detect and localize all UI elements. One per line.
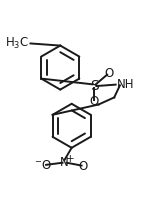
Text: O: O xyxy=(90,95,99,108)
Text: +: + xyxy=(66,154,74,164)
Text: O: O xyxy=(78,160,88,173)
Text: $^{-}$O: $^{-}$O xyxy=(34,159,52,172)
Text: N: N xyxy=(60,155,69,168)
Text: O: O xyxy=(104,67,113,80)
Text: H$_3$C: H$_3$C xyxy=(5,36,29,51)
Text: S: S xyxy=(90,79,99,93)
Text: NH: NH xyxy=(117,78,135,91)
